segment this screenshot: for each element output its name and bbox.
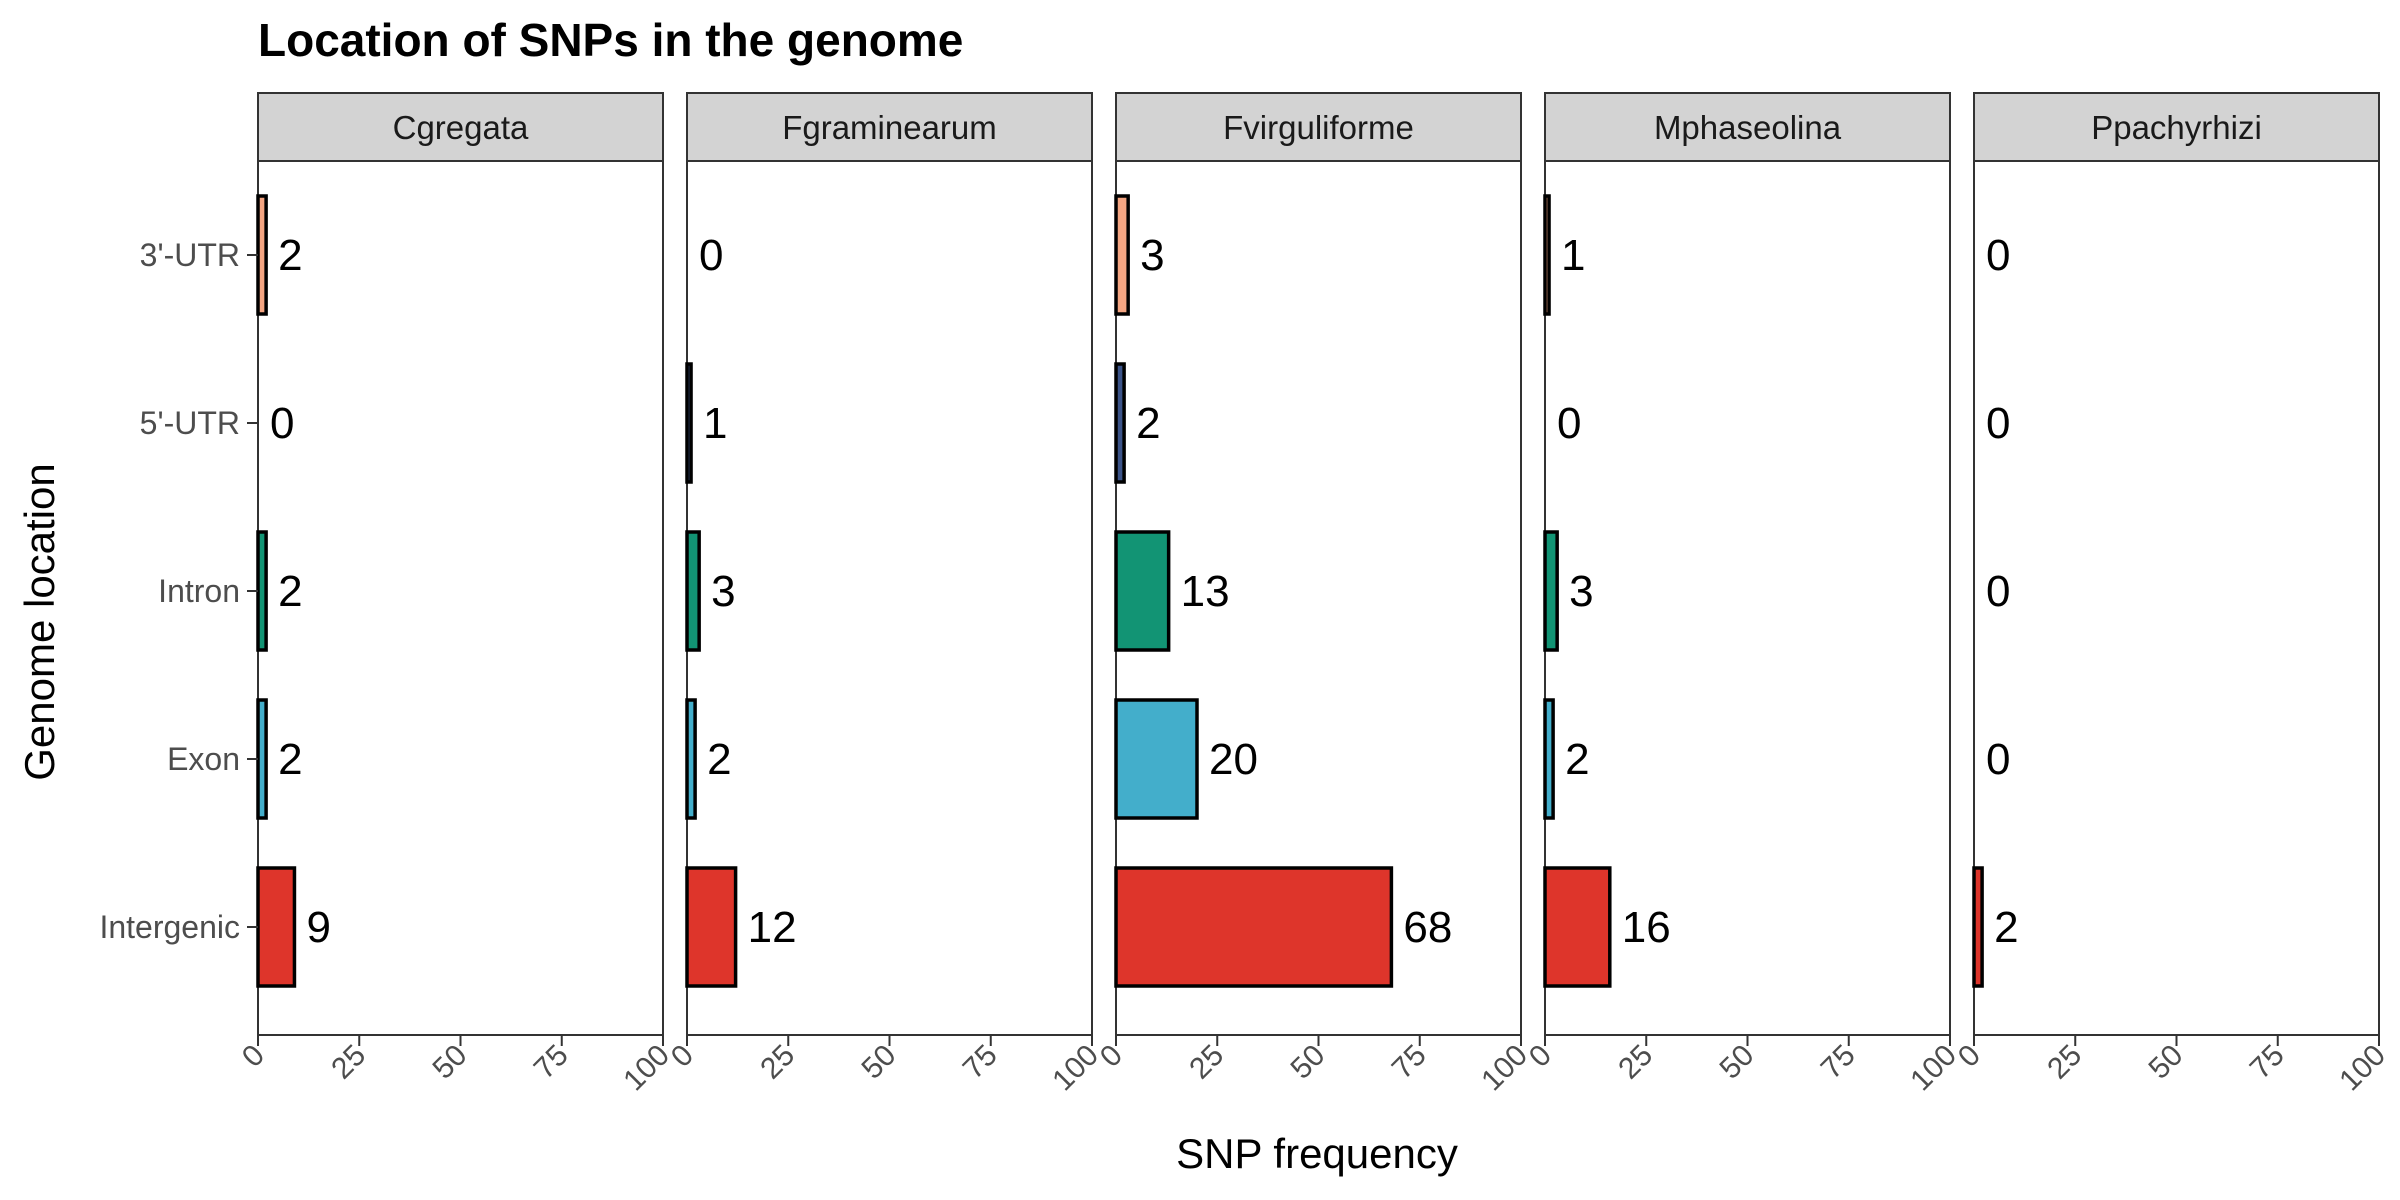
data-label: 2	[707, 735, 731, 784]
bar	[1114, 698, 1199, 820]
x-tick-label: 25	[1612, 1039, 1659, 1086]
facet-strip	[1115, 92, 1522, 162]
facet-strip-label: Cgregata	[393, 109, 529, 146]
data-label: 3	[1569, 567, 1593, 616]
x-tick-label: 75	[957, 1039, 1004, 1086]
data-label: 3	[1140, 231, 1164, 280]
facet-strip-label: Ppachyrhizi	[2091, 109, 2262, 146]
x-tick-label: 75	[2244, 1039, 2291, 1086]
facet-panel	[1973, 160, 2380, 1036]
data-label: 16	[1622, 903, 1671, 952]
y-tick-label: Exon	[167, 741, 240, 777]
y-axis-title: Genome location	[16, 463, 63, 781]
bar	[1543, 698, 1555, 820]
x-tick-label: 0	[236, 1039, 271, 1074]
data-label: 68	[1403, 903, 1452, 952]
data-label: 0	[699, 231, 723, 280]
data-label: 0	[1557, 399, 1581, 448]
y-tick-label: 5'-UTR	[140, 405, 240, 441]
x-tick-label: 50	[2143, 1039, 2190, 1086]
x-tick-label: 50	[1285, 1039, 1332, 1086]
data-label: 3	[711, 567, 735, 616]
x-tick-label: 50	[427, 1039, 474, 1086]
bar	[685, 866, 738, 988]
data-label: 2	[1994, 903, 2018, 952]
data-label: 0	[270, 399, 294, 448]
facet-strip	[1973, 92, 2380, 162]
x-tick-label: 75	[1815, 1039, 1862, 1086]
bar	[1543, 194, 1551, 316]
bar	[1972, 866, 1984, 988]
bar	[1114, 194, 1130, 316]
facet-strip	[686, 92, 1093, 162]
x-tick-label: 100	[2333, 1039, 2392, 1098]
data-label: 12	[748, 903, 797, 952]
data-label: 2	[1136, 399, 1160, 448]
x-tick-label: 0	[1094, 1039, 1129, 1074]
data-label: 20	[1209, 735, 1258, 784]
bar	[1114, 530, 1171, 652]
data-label: 2	[278, 735, 302, 784]
facet-ppachyrhizi: Ppachyrhizi 0 0 0 0 2 0 25 50 75 100	[1952, 92, 2392, 1098]
bar	[256, 194, 268, 316]
data-label: 0	[1986, 231, 2010, 280]
bar	[1114, 866, 1394, 988]
data-label: 9	[306, 903, 330, 952]
bar	[685, 698, 697, 820]
x-tick-label: 0	[665, 1039, 700, 1074]
facet-strip-label: Fvirguliforme	[1223, 109, 1414, 146]
facet-strip-label: Fgraminearum	[782, 109, 997, 146]
x-tick-label: 25	[2041, 1039, 2088, 1086]
x-axis-title: SNP frequency	[1176, 1130, 1458, 1177]
bar	[685, 362, 693, 484]
x-tick-label: 0	[1523, 1039, 1558, 1074]
facet-strip	[257, 92, 664, 162]
x-tick-label: 50	[1714, 1039, 1761, 1086]
facet-strip	[1544, 92, 1951, 162]
y-tick-label: 3'-UTR	[140, 237, 240, 273]
data-label: 0	[1986, 399, 2010, 448]
x-tick-label: 0	[1952, 1039, 1987, 1074]
bar	[256, 530, 268, 652]
data-label: 13	[1181, 567, 1230, 616]
data-label: 2	[278, 231, 302, 280]
x-tick-label: 25	[754, 1039, 801, 1086]
data-label: 1	[703, 399, 727, 448]
data-label: 2	[1565, 735, 1589, 784]
chart-title: Location of SNPs in the genome	[258, 14, 963, 66]
data-label: 0	[1986, 567, 2010, 616]
bar	[1543, 866, 1612, 988]
bar	[256, 698, 268, 820]
data-label: 0	[1986, 735, 2010, 784]
x-tick-label: 75	[1386, 1039, 1433, 1086]
bar	[1114, 362, 1126, 484]
data-label: 1	[1561, 231, 1585, 280]
x-tick-label: 50	[856, 1039, 903, 1086]
x-tick-label: 75	[528, 1039, 575, 1086]
y-tick-label: Intron	[158, 573, 240, 609]
x-tick-label: 25	[1183, 1039, 1230, 1086]
data-label: 2	[278, 567, 302, 616]
x-tick-label: 25	[325, 1039, 372, 1086]
facet-panel	[257, 160, 664, 1036]
bar	[685, 530, 701, 652]
facet-strip-label: Mphaseolina	[1654, 109, 1842, 146]
facet-panel	[686, 160, 1093, 1036]
y-tick-label: Intergenic	[99, 909, 240, 945]
facet-panel	[1544, 160, 1951, 1036]
bar	[256, 866, 297, 988]
y-axis: 3'-UTR 5'-UTR Intron Exon Intergenic	[99, 237, 258, 945]
bar	[1543, 530, 1559, 652]
